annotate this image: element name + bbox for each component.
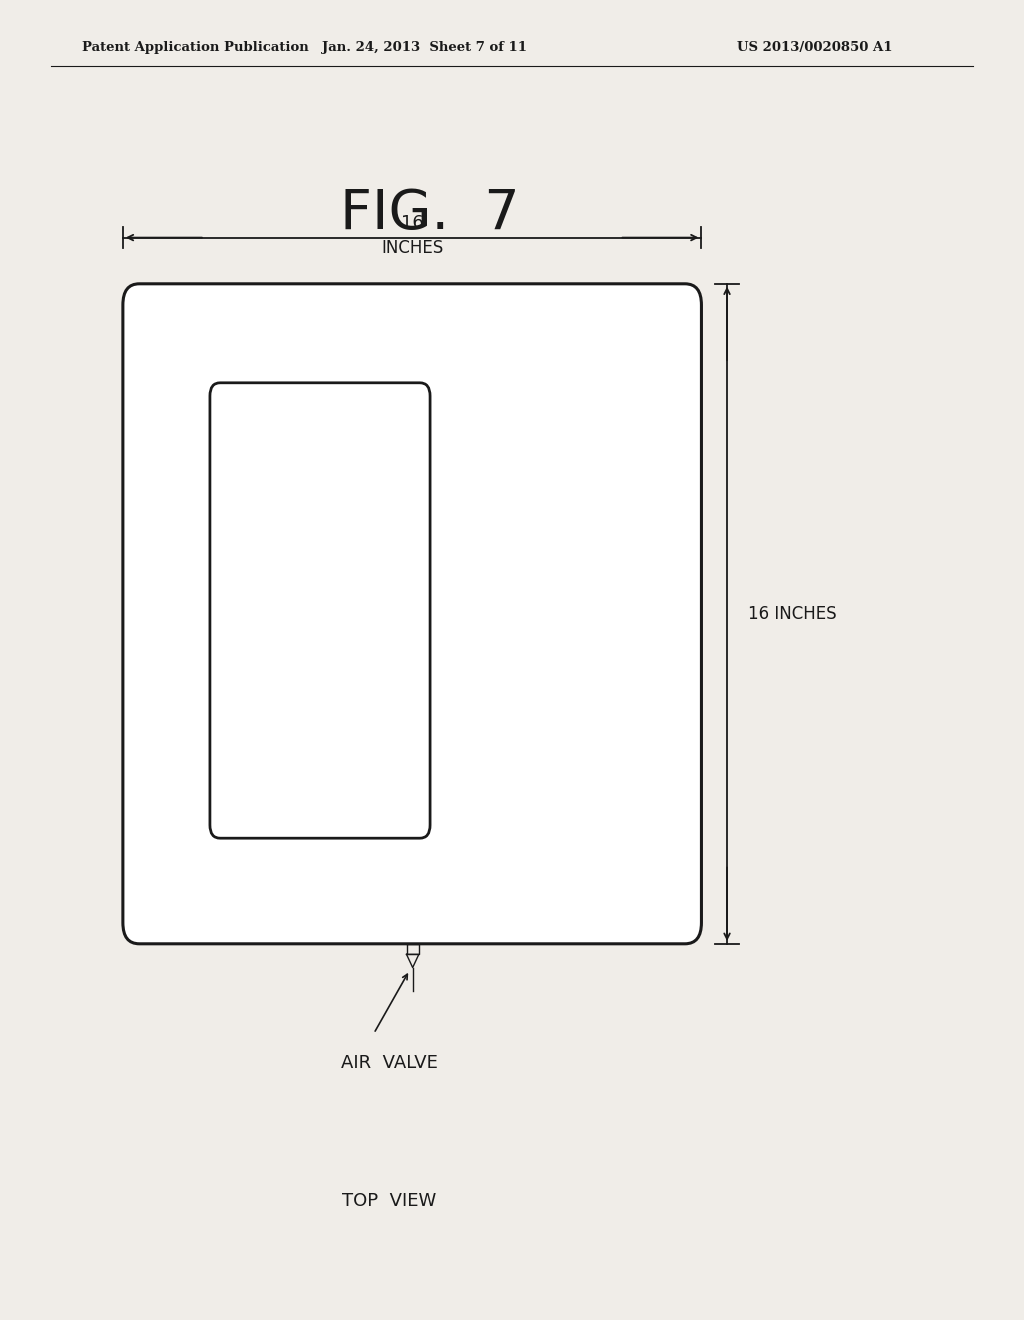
Text: US 2013/0020850 A1: US 2013/0020850 A1 — [737, 41, 893, 54]
Text: TOP  VIEW: TOP VIEW — [342, 1192, 436, 1210]
Text: INCHES: INCHES — [382, 239, 443, 257]
Text: FIG.  7: FIG. 7 — [340, 187, 520, 240]
Text: AIR  VALVE: AIR VALVE — [341, 1053, 437, 1072]
FancyBboxPatch shape — [123, 284, 701, 944]
Text: 16: 16 — [401, 214, 424, 232]
FancyBboxPatch shape — [210, 383, 430, 838]
Text: Jan. 24, 2013  Sheet 7 of 11: Jan. 24, 2013 Sheet 7 of 11 — [323, 41, 527, 54]
Text: Patent Application Publication: Patent Application Publication — [82, 41, 308, 54]
Text: 16 INCHES: 16 INCHES — [748, 605, 837, 623]
